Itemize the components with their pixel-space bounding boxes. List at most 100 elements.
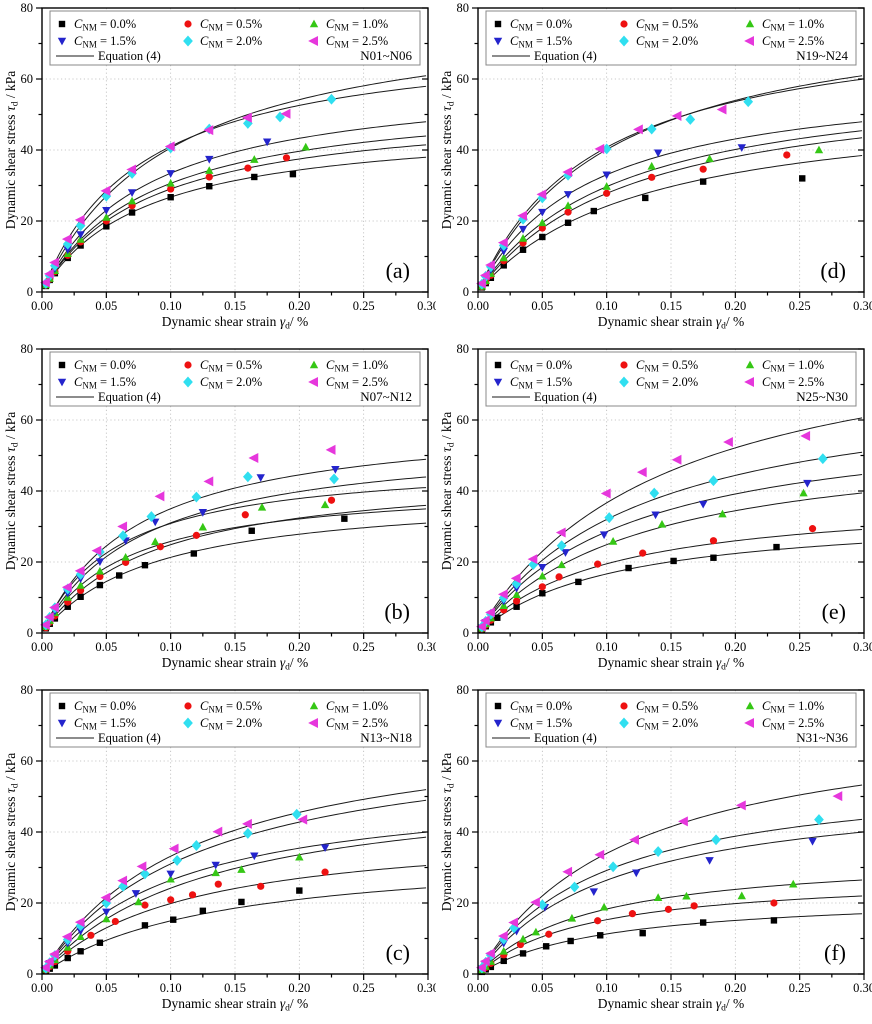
svg-text:80: 80 <box>457 683 470 697</box>
fit-label: Equation (4) <box>98 390 161 404</box>
tick-labels: 0.00 0.05 0.10 0.15 0.20 0.25 0.30 0 20 40 60 80 <box>21 1 437 313</box>
svg-text:80: 80 <box>21 683 34 697</box>
svg-text:20: 20 <box>457 896 470 910</box>
svg-text:0.20: 0.20 <box>724 981 746 995</box>
series-points-2.5% <box>476 104 727 289</box>
panel-letter: (b) <box>384 599 410 624</box>
svg-text:CNM = 1.0%: CNM = 1.0% <box>762 358 824 374</box>
series-points-1.0% <box>477 879 798 974</box>
svg-text:0: 0 <box>463 626 469 640</box>
svg-text:0.05: 0.05 <box>95 640 117 654</box>
svg-text:CNM = 0.0%: CNM = 0.0% <box>74 699 136 715</box>
svg-text:0.15: 0.15 <box>224 299 246 313</box>
legend: CNM = 0.0% CNM = 0.5% CNM = 1.0% CNM = 1.5%… <box>49 351 421 407</box>
svg-text:0.20: 0.20 <box>288 981 310 995</box>
svg-text:CNM = 0.5%: CNM = 0.5% <box>200 17 262 33</box>
series-points-0.5% <box>478 525 817 633</box>
svg-text:0.15: 0.15 <box>660 640 682 654</box>
series-points-2.5% <box>476 430 811 632</box>
svg-text:CNM = 0.0%: CNM = 0.0% <box>510 699 572 715</box>
svg-text:0.15: 0.15 <box>660 299 682 313</box>
series-points-2.5% <box>476 791 843 973</box>
axis-ticks <box>36 348 429 639</box>
svg-text:20: 20 <box>21 896 34 910</box>
svg-text:CNM = 2.5%: CNM = 2.5% <box>762 375 824 391</box>
svg-text:0.05: 0.05 <box>531 299 553 313</box>
svg-text:40: 40 <box>21 484 34 498</box>
svg-text:40: 40 <box>21 825 34 839</box>
svg-text:0.10: 0.10 <box>596 299 618 313</box>
svg-text:0: 0 <box>27 285 33 299</box>
svg-text:0.25: 0.25 <box>789 981 811 995</box>
svg-text:60: 60 <box>457 754 470 768</box>
svg-text:0.20: 0.20 <box>724 640 746 654</box>
sample-label: N25~N30 <box>796 389 848 404</box>
svg-text:CNM = 1.5%: CNM = 1.5% <box>510 34 572 50</box>
svg-text:20: 20 <box>457 214 470 228</box>
svg-text:0.05: 0.05 <box>531 981 553 995</box>
svg-text:0.25: 0.25 <box>353 299 375 313</box>
svg-text:20: 20 <box>21 555 34 569</box>
series-points-1.5% <box>477 837 817 974</box>
svg-text:CNM = 1.5%: CNM = 1.5% <box>74 375 136 391</box>
axis-ticks <box>472 348 865 639</box>
series-points-2.0% <box>476 814 824 974</box>
series-points-1.5% <box>41 844 330 974</box>
svg-text:0.20: 0.20 <box>288 299 310 313</box>
svg-text:CNM = 0.0%: CNM = 0.0% <box>74 358 136 374</box>
sample-label: N13~N18 <box>360 730 412 745</box>
svg-text:CNM = 0.0%: CNM = 0.0% <box>510 17 572 33</box>
legend: CNM = 0.0% CNM = 0.5% CNM = 1.0% CNM = 1.5%… <box>49 692 421 748</box>
sample-label: N31~N36 <box>796 730 848 745</box>
sample-label: N01~N06 <box>360 48 412 63</box>
series-points-1.0% <box>41 852 304 973</box>
svg-text:80: 80 <box>21 1 34 15</box>
svg-text:0: 0 <box>463 967 469 981</box>
svg-text:CNM = 2.0%: CNM = 2.0% <box>636 375 698 391</box>
tick-labels: 0.00 0.05 0.10 0.15 0.20 0.25 0.30 0 20 40 60 80 <box>457 683 872 995</box>
x-axis-label: Dynamic shear strain γd/ % <box>598 655 745 673</box>
svg-text:0.05: 0.05 <box>531 640 553 654</box>
legend: CNM = 0.0% CNM = 0.5% CNM = 1.0% CNM = 1.5%… <box>485 351 857 407</box>
fit-curves <box>43 75 427 290</box>
chart-d: 0.00 0.05 0.10 0.15 0.20 0.25 0.30 0 20 40 60 80 Dyn… <box>439 1 872 332</box>
axis-ticks <box>472 689 865 980</box>
svg-text:40: 40 <box>457 825 470 839</box>
chart-f: 0.00 0.05 0.10 0.15 0.20 0.25 0.30 0 20 40 60 80 Dyn… <box>439 683 872 1014</box>
svg-text:CNM = 1.5%: CNM = 1.5% <box>510 716 572 732</box>
svg-text:CNM = 2.5%: CNM = 2.5% <box>326 716 388 732</box>
svg-text:80: 80 <box>457 342 470 356</box>
tick-labels: 0.00 0.05 0.10 0.15 0.20 0.25 0.30 0 20 40 60 80 <box>21 683 437 995</box>
gridlines <box>42 349 428 633</box>
sample-label: N07~N12 <box>360 389 412 404</box>
svg-text:CNM = 2.0%: CNM = 2.0% <box>636 34 698 50</box>
svg-text:80: 80 <box>21 342 34 356</box>
svg-text:CNM = 2.5%: CNM = 2.5% <box>326 34 388 50</box>
chart-c: 0.00 0.05 0.10 0.15 0.20 0.25 0.30 0 20 40 60 80 Dyn… <box>3 683 437 1014</box>
subplot-a: 0.00 0.05 0.10 0.15 0.20 0.25 0.30 0 20 40 60 80 Dyn… <box>0 0 436 341</box>
chart-a: 0.00 0.05 0.10 0.15 0.20 0.25 0.30 0 20 40 60 80 Dyn… <box>3 1 437 332</box>
subplot-b: 0.00 0.05 0.10 0.15 0.20 0.25 0.30 0 20 40 60 80 Dyn… <box>0 341 436 682</box>
subplot-f: 0.00 0.05 0.10 0.15 0.20 0.25 0.30 0 20 40 60 80 Dyn… <box>436 682 872 1023</box>
svg-text:0.25: 0.25 <box>789 640 811 654</box>
svg-text:0.00: 0.00 <box>31 981 53 995</box>
chart-b: 0.00 0.05 0.10 0.15 0.20 0.25 0.30 0 20 40 60 80 Dyn… <box>3 342 437 673</box>
series-points-1.0% <box>477 488 808 632</box>
svg-text:0.10: 0.10 <box>596 640 618 654</box>
gridlines <box>478 690 864 974</box>
series-points-2.5% <box>40 108 291 288</box>
subplot-d: 0.00 0.05 0.10 0.15 0.20 0.25 0.30 0 20 40 60 80 Dyn… <box>436 0 872 341</box>
svg-text:0: 0 <box>27 626 33 640</box>
y-axis-label: Dynamic shear stress τd / kPa <box>3 753 21 911</box>
x-axis-label: Dynamic shear strain γd/ % <box>598 996 745 1014</box>
svg-text:0.10: 0.10 <box>596 981 618 995</box>
x-axis-label: Dynamic shear strain γd/ % <box>162 314 309 332</box>
svg-text:0.00: 0.00 <box>467 981 489 995</box>
svg-text:CNM = 0.0%: CNM = 0.0% <box>74 17 136 33</box>
fit-label: Equation (4) <box>534 390 597 404</box>
panel-letter: (f) <box>824 940 846 965</box>
svg-text:20: 20 <box>457 555 470 569</box>
tick-labels: 0.00 0.05 0.10 0.15 0.20 0.25 0.30 0 20 40 60 80 <box>457 342 872 654</box>
tick-labels: 0.00 0.05 0.10 0.15 0.20 0.25 0.30 0 20 40 60 80 <box>21 342 437 654</box>
svg-text:CNM = 0.5%: CNM = 0.5% <box>200 358 262 374</box>
